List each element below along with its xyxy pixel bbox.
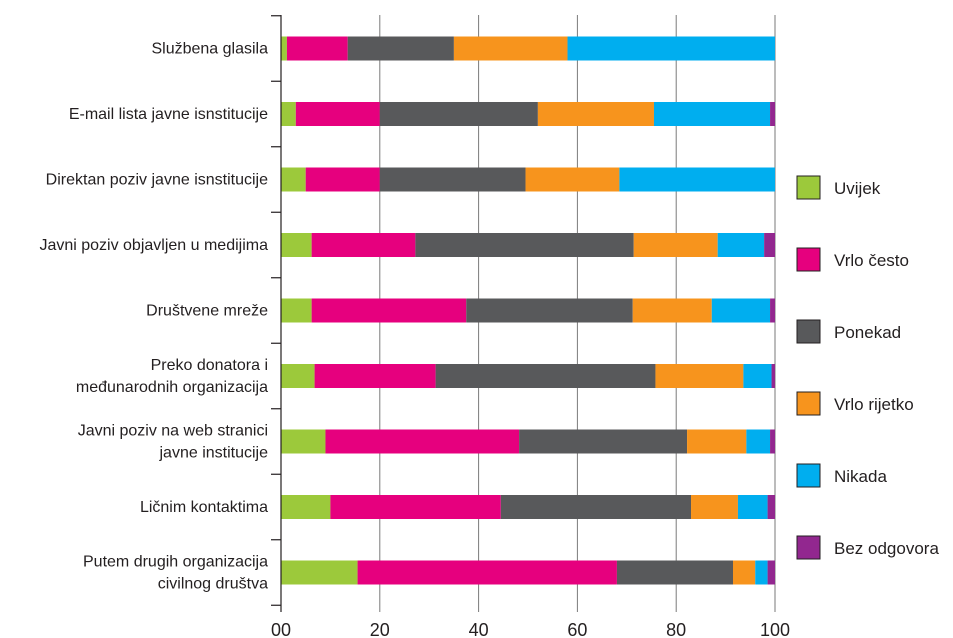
bar-segment	[768, 495, 775, 519]
category-label: Društvene mreže	[146, 303, 268, 320]
bar-segment	[281, 233, 312, 257]
bar-segment	[687, 430, 746, 454]
bar-segment	[281, 299, 312, 323]
bar-segment	[738, 495, 768, 519]
bar-segment	[330, 495, 500, 519]
bar-segment	[312, 233, 416, 257]
bar-segment	[348, 37, 454, 61]
legend-swatch	[797, 392, 820, 415]
bar-segment	[634, 233, 718, 257]
legend-swatch	[797, 464, 820, 487]
category-label: E-mail lista javne isnstitucije	[69, 106, 268, 123]
bar-segment	[768, 561, 775, 585]
category-label: javne institucije	[159, 445, 269, 462]
bar-segment	[436, 364, 656, 388]
legend: Uvijek Vrlo često Ponekad Vrlo rijetko Nikad…	[797, 176, 939, 559]
bar-segment	[281, 37, 287, 61]
bar-segment	[770, 430, 775, 454]
legend-label: Uvijek	[834, 179, 881, 198]
x-tick-label: 20	[370, 620, 390, 638]
bar-segment	[315, 364, 436, 388]
bar-segment	[287, 37, 348, 61]
bar-segment	[619, 168, 775, 192]
bar-segment	[380, 102, 538, 126]
x-tick-label: 40	[469, 620, 489, 638]
bar-segment	[526, 168, 620, 192]
category-label: Javni poziv na web stranici	[78, 423, 268, 440]
legend-swatch	[797, 248, 820, 271]
bar-segment	[764, 233, 775, 257]
x-tick-label: 80	[666, 620, 686, 638]
bar-segment	[770, 299, 775, 323]
category-label: civilnog društva	[158, 576, 268, 593]
bar-segment	[380, 168, 526, 192]
bar-segment	[296, 102, 380, 126]
bar-segment	[718, 233, 764, 257]
category-label: Službena glasila	[151, 41, 268, 58]
x-tick-label: 60	[567, 620, 587, 638]
bar-segment	[654, 102, 770, 126]
bar-segment	[281, 364, 315, 388]
bar-segment	[281, 102, 296, 126]
legend-label: Vrlo rijetko	[834, 395, 914, 414]
bar-segment	[755, 561, 767, 585]
bar-segment	[770, 102, 775, 126]
bar-segment	[538, 102, 654, 126]
bar-segment	[312, 299, 467, 323]
category-label: Ličnim kontaktima	[140, 499, 268, 516]
bar-segment	[633, 299, 712, 323]
bar-segment	[743, 364, 771, 388]
legend-swatch	[797, 176, 820, 199]
category-label: Direktan poziv javne isnstitucije	[46, 172, 268, 189]
legend-swatch	[797, 536, 820, 559]
category-labels: Službena glasila E-mail lista javne isnst…	[39, 41, 268, 593]
bar-segment	[772, 364, 775, 388]
bars	[281, 37, 775, 585]
bar-segment	[519, 430, 687, 454]
bar-segment	[712, 299, 770, 323]
category-label: međunarodnih organizacija	[76, 379, 268, 396]
bar-segment	[655, 364, 743, 388]
bar-segment	[691, 495, 738, 519]
legend-label: Ponekad	[834, 323, 901, 342]
category-label: Preko donatora i	[151, 357, 268, 374]
bar-segment	[733, 561, 755, 585]
bar-segment	[325, 430, 519, 454]
bar-segment	[617, 561, 733, 585]
x-tick-label: 00	[271, 620, 291, 638]
bar-segment	[454, 37, 568, 61]
x-tick-label: 100	[760, 620, 790, 638]
bar-segment	[281, 495, 330, 519]
bar-segment	[466, 299, 632, 323]
x-tick-labels: 00 20 40 60 80 100	[271, 620, 790, 638]
bar-segment	[281, 561, 358, 585]
legend-label: Vrlo često	[834, 251, 909, 270]
bar-segment	[281, 430, 325, 454]
bar-segment	[306, 168, 380, 192]
y-axis	[271, 15, 281, 612]
category-label: Putem drugih organizacija	[83, 554, 268, 571]
category-label: Javni poziv objavljen u medijima	[39, 237, 268, 254]
bar-segment	[568, 37, 775, 61]
bar-segment	[746, 430, 770, 454]
bar-segment	[415, 233, 633, 257]
legend-swatch	[797, 320, 820, 343]
bar-segment	[281, 168, 306, 192]
legend-label: Nikada	[834, 467, 887, 486]
bar-segment	[501, 495, 691, 519]
bar-segment	[358, 561, 617, 585]
legend-label: Bez odgovora	[834, 539, 939, 558]
